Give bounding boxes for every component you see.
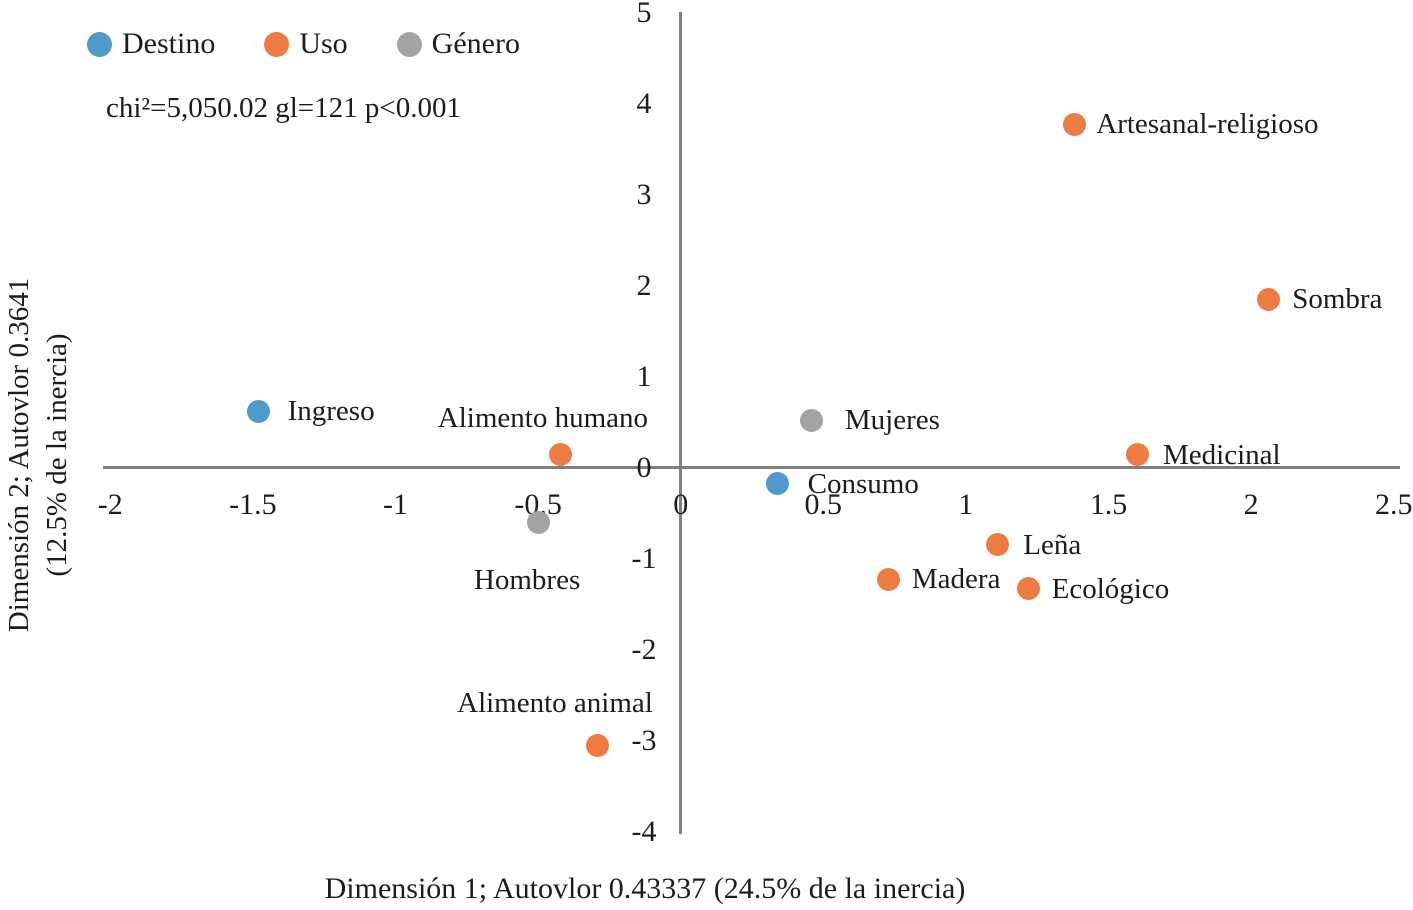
data-point-label-ingreso: Ingreso — [287, 395, 375, 428]
x-tick-label-1: 1 — [958, 488, 974, 521]
data-point-madera — [877, 567, 901, 591]
y-tick-label-0: 0 — [636, 450, 652, 484]
data-point-ecologico — [1017, 577, 1041, 601]
x-tick-label-2-5: 2.5 — [1374, 488, 1413, 521]
data-point-artesanal-religioso — [1062, 112, 1086, 136]
legend-item-uso: Uso — [264, 27, 348, 60]
y-tick-label--4: -4 — [631, 814, 657, 848]
x-tick-label-2: 2 — [1243, 488, 1259, 521]
chi-square-annotation: chi²=5,050.02 gl=121 p<0.001 — [106, 92, 461, 124]
data-point-alimento-humano — [549, 443, 573, 467]
legend-item-genero: Género — [396, 27, 520, 60]
legend-marker-genero-icon — [396, 31, 422, 57]
data-point-label-ecologico: Ecológico — [1051, 572, 1170, 605]
x-axis-line — [103, 466, 1400, 469]
data-point-label-hombres: Hombres — [473, 564, 581, 597]
y-axis-title: Dimensión 2; Autovlor 0.3641 (12.5% de l… — [0, 135, 80, 775]
x-tick-label-0: 0 — [673, 488, 689, 521]
y-tick-label-1: 1 — [636, 359, 652, 393]
legend-label-uso: Uso — [299, 27, 348, 60]
data-point-hombres — [526, 510, 550, 534]
y-axis-title-line1: Dimensión 2; Autovlor 0.3641 — [3, 277, 35, 633]
data-point-medicinal — [1125, 443, 1149, 467]
data-point-label-sombra: Sombra — [1292, 283, 1383, 316]
data-point-alimento-animal — [586, 734, 610, 758]
y-tick-label-4: 4 — [636, 86, 652, 120]
chart-legend: Destino Uso Género — [87, 28, 520, 60]
legend-label-genero: Género — [431, 27, 520, 60]
y-tick-label-3: 3 — [636, 177, 652, 211]
x-axis-title: Dimensión 1; Autovlor 0.43337 (24.5% de … — [324, 872, 966, 905]
data-point-label-alimento-humano: Alimento humano — [437, 401, 649, 434]
x-tick-label--1-5: -1.5 — [229, 488, 277, 521]
y-tick-label-5: 5 — [636, 0, 652, 29]
data-point-sombra — [1256, 287, 1280, 311]
legend-marker-destino-icon — [87, 31, 112, 57]
y-tick-label--1: -1 — [631, 541, 657, 575]
legend-item-destino: Destino — [87, 28, 215, 60]
data-point-label-consumo: Consumo — [807, 467, 919, 500]
data-point-label-alimento-animal: Alimento animal — [457, 686, 653, 719]
legend-marker-uso-icon — [264, 31, 290, 57]
x-tick-label-0-5: 0.5 — [804, 488, 843, 521]
data-point-consumo — [766, 472, 790, 496]
data-point-label-artesanal-religioso: Artesanal-religioso — [1096, 108, 1319, 141]
x-tick-label--2: -2 — [97, 488, 123, 521]
x-tick-label-1-5: 1.5 — [1089, 488, 1128, 521]
data-point-ingreso — [247, 399, 271, 423]
data-point-label-mujeres: Mujeres — [844, 404, 940, 437]
y-tick-label--3: -3 — [631, 723, 657, 757]
x-tick-label--1: -1 — [383, 488, 408, 521]
data-point-label-lena: Leña — [1023, 528, 1082, 561]
y-tick-label--2: -2 — [631, 632, 657, 666]
y-axis-title-line2: (12.5% de la inercia) — [41, 333, 73, 577]
data-point-label-medicinal: Medicinal — [1163, 438, 1281, 471]
data-point-label-madera: Madera — [911, 563, 1001, 596]
y-axis-line — [679, 12, 682, 834]
data-point-lena — [985, 533, 1009, 557]
legend-label-destino: Destino — [122, 27, 216, 60]
y-tick-label-2: 2 — [636, 268, 652, 302]
data-point-mujeres — [800, 408, 824, 432]
